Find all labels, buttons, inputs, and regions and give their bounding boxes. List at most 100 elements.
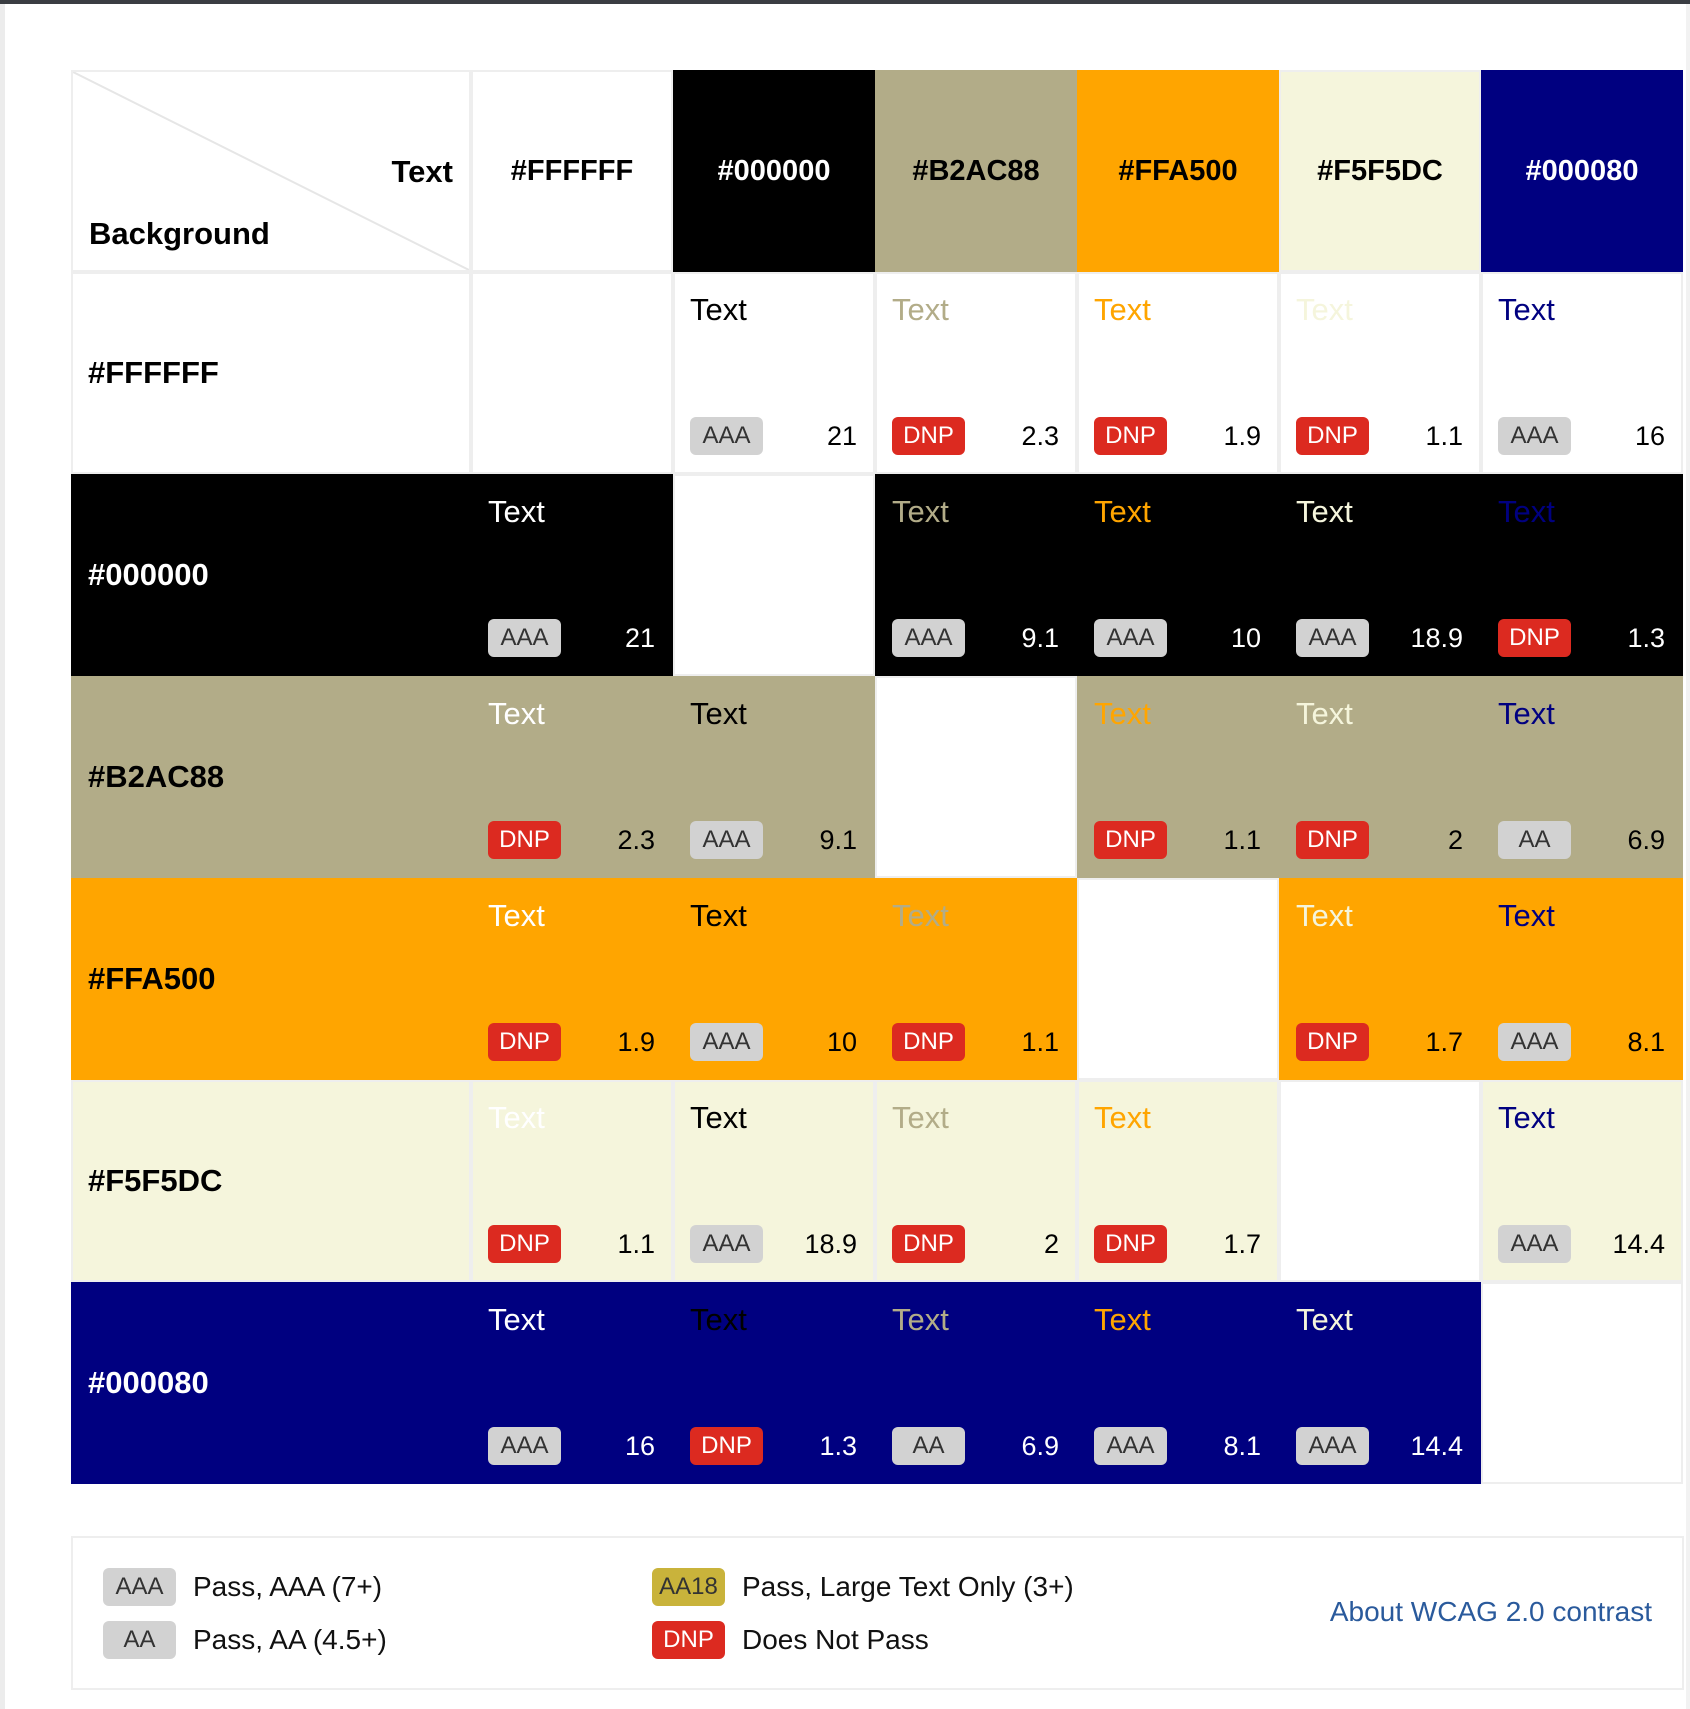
- rating-badge: AAA: [690, 821, 763, 859]
- contrast-cell-ffffff-000080: Text AAA 16: [1481, 272, 1683, 474]
- empty-cell: [471, 272, 673, 474]
- contrast-cell-f5f5dc-000000: Text AAA 18.9: [673, 1080, 875, 1282]
- rating-badge: AAA: [1498, 1225, 1571, 1263]
- sample-text: Text: [1094, 696, 1151, 731]
- sample-text: Text: [488, 696, 545, 731]
- rating-badge: DNP: [892, 417, 965, 455]
- contrast-cell-f5f5dc-000080: Text AAA 14.4: [1481, 1080, 1683, 1282]
- contrast-ratio: 2: [1447, 824, 1463, 855]
- about-wcag-link[interactable]: About WCAG 2.0 contrast: [1329, 1596, 1652, 1627]
- sample-text: Text: [1296, 898, 1353, 933]
- rating-badge: AAA: [690, 417, 763, 455]
- rating-badge: AAA: [892, 619, 965, 657]
- contrast-cell-000000-ffa500: Text AAA 10: [1077, 474, 1279, 676]
- rating-badge: DNP: [1498, 619, 1571, 657]
- contrast-ratio: 1.3: [819, 1430, 857, 1461]
- sample-text: Text: [1498, 292, 1555, 327]
- contrast-cell-ffa500-000080: Text AAA 8.1: [1481, 878, 1683, 1080]
- legend-item-dnp: DNP Does Not Pass: [652, 1621, 929, 1659]
- sample-text: Text: [1094, 292, 1151, 327]
- contrast-ratio: 16: [624, 1430, 655, 1461]
- contrast-cell-b2ac88-ffffff: Text DNP 2.3: [471, 676, 673, 878]
- sample-text: Text: [892, 292, 949, 327]
- legend-item-aa18: AA18 Pass, Large Text Only (3+): [652, 1568, 1074, 1606]
- contrast-ratio: 16: [1634, 420, 1665, 451]
- row-header-ffa500: #FFA500: [71, 878, 471, 1080]
- sample-text: Text: [1296, 292, 1353, 327]
- rating-badge: AAA: [1296, 619, 1369, 657]
- column-header-ffffff: #FFFFFF: [471, 70, 673, 272]
- rating-badge: AAA: [1094, 619, 1167, 657]
- rating-badge: DNP: [488, 1225, 561, 1263]
- contrast-ratio: 18.9: [1410, 622, 1463, 653]
- contrast-cell-b2ac88-000000: Text AAA 9.1: [673, 676, 875, 878]
- sample-text: Text: [488, 1302, 545, 1337]
- contrast-cell-000080-ffa500: Text AAA 8.1: [1077, 1282, 1279, 1484]
- rating-badge: DNP: [1296, 821, 1369, 859]
- sample-text: Text: [690, 898, 747, 933]
- sample-text: Text: [892, 1302, 949, 1337]
- sample-text: Text: [690, 1302, 747, 1337]
- row-header-b2ac88: #B2AC88: [71, 676, 471, 878]
- row-header-000000: #000000: [71, 474, 471, 676]
- sample-text: Text: [1094, 1302, 1151, 1337]
- contrast-cell-000080-ffffff: Text AAA 16: [471, 1282, 673, 1484]
- empty-cell: [1279, 1080, 1481, 1282]
- contrast-ratio: 1.7: [1223, 1228, 1261, 1259]
- rating-badge: AAA: [690, 1225, 763, 1263]
- contrast-cell-ffa500-ffffff: Text DNP 1.9: [471, 878, 673, 1080]
- scrollbar-gutter[interactable]: [1686, 4, 1690, 1709]
- sample-text: Text: [1094, 494, 1151, 529]
- rating-badge: DNP: [1296, 417, 1369, 455]
- contrast-ratio: 2: [1043, 1228, 1059, 1259]
- rating-badge: DNP: [488, 1023, 561, 1061]
- sample-text: Text: [690, 696, 747, 731]
- top-border: [0, 0, 1690, 4]
- contrast-ratio: 2.3: [617, 824, 655, 855]
- contrast-cell-000080-000000: Text DNP 1.3: [673, 1282, 875, 1484]
- legend: AAA Pass, AAA (7+) AA Pass, AA (4.5+) AA…: [71, 1536, 1684, 1690]
- corner-cell: Text Background: [71, 70, 471, 272]
- contrast-cell-f5f5dc-b2ac88: Text DNP 2: [875, 1080, 1077, 1282]
- sample-text: Text: [892, 898, 949, 933]
- column-header-ffa500: #FFA500: [1077, 70, 1279, 272]
- legend-label-aa18: Pass, Large Text Only (3+): [742, 1571, 1074, 1602]
- sample-text: Text: [892, 494, 949, 529]
- empty-cell: [1481, 1282, 1683, 1484]
- sample-text: Text: [1094, 1100, 1151, 1135]
- contrast-ratio: 21: [624, 622, 655, 653]
- diagonal-divider: [73, 72, 469, 270]
- contrast-cell-f5f5dc-ffa500: Text DNP 1.7: [1077, 1080, 1279, 1282]
- column-header-b2ac88: #B2AC88: [875, 70, 1077, 272]
- left-edge: [0, 4, 5, 1709]
- contrast-cell-b2ac88-ffa500: Text DNP 1.1: [1077, 676, 1279, 878]
- background-axis-label: Background: [89, 216, 270, 251]
- contrast-cell-ffa500-000000: Text AAA 10: [673, 878, 875, 1080]
- contrast-ratio: 1.1: [1425, 420, 1463, 451]
- contrast-ratio: 1.9: [1223, 420, 1261, 451]
- rating-badge: AAA: [690, 1023, 763, 1061]
- sample-text: Text: [1498, 696, 1555, 731]
- legend-label-aa: Pass, AA (4.5+): [193, 1624, 387, 1655]
- empty-cell: [1077, 878, 1279, 1080]
- contrast-ratio: 1.1: [1223, 824, 1261, 855]
- contrast-cell-000000-ffffff: Text AAA 21: [471, 474, 673, 676]
- rating-badge: DNP: [1094, 417, 1167, 455]
- contrast-ratio: 8.1: [1223, 1430, 1261, 1461]
- sample-text: Text: [1498, 494, 1555, 529]
- rating-badge: DNP: [1094, 1225, 1167, 1263]
- rating-badge: AAA: [1498, 1023, 1571, 1061]
- sample-text: Text: [690, 1100, 747, 1135]
- contrast-cell-b2ac88-000080: Text AA 6.9: [1481, 676, 1683, 878]
- contrast-ratio: 10: [826, 1026, 857, 1057]
- legend-badge-aa: AA: [103, 1621, 176, 1659]
- legend-label-aaa: Pass, AAA (7+): [193, 1571, 383, 1602]
- column-header-f5f5dc: #F5F5DC: [1279, 70, 1481, 272]
- contrast-ratio: 1.1: [617, 1228, 655, 1259]
- column-header-000080: #000080: [1481, 70, 1683, 272]
- rating-badge: DNP: [1296, 1023, 1369, 1061]
- rating-badge: AAA: [1296, 1427, 1369, 1465]
- sample-text: Text: [488, 1100, 545, 1135]
- rating-badge: AA: [892, 1427, 965, 1465]
- legend-badge-aaa: AAA: [103, 1568, 176, 1606]
